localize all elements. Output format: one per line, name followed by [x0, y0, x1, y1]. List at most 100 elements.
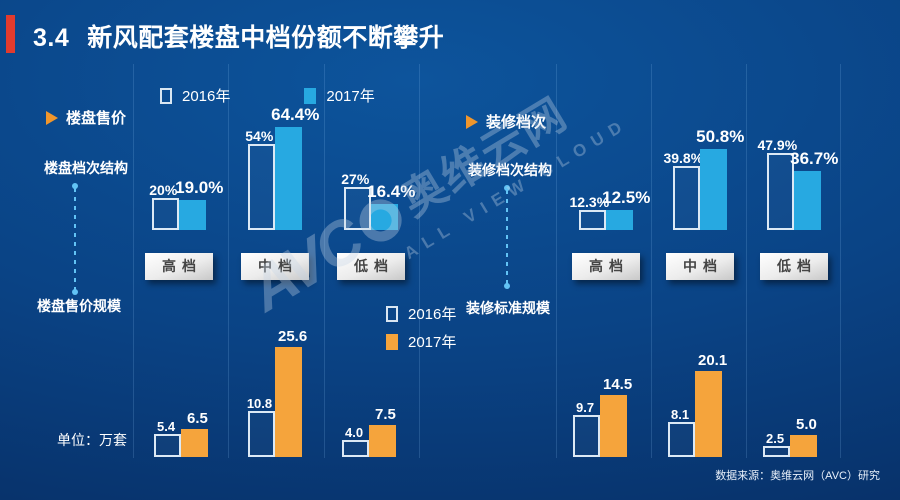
bar-2017年-高档: 14.5 [600, 376, 632, 457]
vertical-gridline [840, 64, 841, 458]
legend-item-2017: 2017年 [386, 331, 456, 352]
dashed-connector-right [504, 185, 510, 289]
bar-group-中档: 39.8% 50.8% [663, 127, 744, 230]
bar-value-label: 8.1 [671, 407, 690, 422]
bar-value-label: 14.5 [602, 376, 633, 393]
legend-swatch-2016-icon [386, 305, 398, 322]
bar-value-label: 12.5% [602, 188, 651, 207]
legend-swatch-2017-icon [304, 87, 317, 104]
bar-2016年-高档: 9.7 [573, 400, 600, 457]
data-source: 数据来源：奥维云网（AVC）研究 [715, 470, 880, 482]
right-top-chart-label: 装修档次结构 [468, 162, 552, 178]
bar-2016年-高档: 5.4 [154, 419, 181, 457]
bar-value-label: 39.8% [663, 150, 704, 166]
triangle-marker-icon [46, 110, 58, 125]
category-box-中档: 中档 [666, 253, 734, 280]
bar-2017年-中档: 50.8% [696, 127, 744, 230]
category-box-中档: 中档 [241, 253, 309, 280]
left-bottom-chart-label: 楼盘售价规模 [37, 298, 121, 314]
legend-bottom: 2016年 2017年 [386, 303, 456, 352]
title-text: 新风配套楼盘中档份额不断攀升 [87, 24, 445, 52]
bar-2017年-低档: 16.4% [367, 182, 415, 230]
bar-2017年-高档: 6.5 [181, 410, 208, 457]
bar-2017年-低档: 7.5 [369, 406, 396, 457]
dashed-connector-left [72, 183, 78, 295]
bar-value-label: 50.8% [696, 127, 745, 146]
bar-2017年-中档: 25.6 [275, 328, 307, 457]
right-bottom-chart-label: 装修标准规模 [466, 300, 550, 316]
bar-2016年-中档: 8.1 [668, 407, 695, 457]
legend-swatch-2016-icon [160, 87, 172, 104]
title-accent-bar [6, 15, 15, 53]
bar-group-低档: 4.0 7.5 [342, 406, 396, 457]
category-box-低档: 低档 [337, 253, 405, 280]
bar-chart-decoration-standard-scale: 9.7 14.5 8.1 20.1 2.5 5.0 [573, 315, 817, 457]
bar-value-label: 5.0 [795, 416, 817, 433]
bar-value-label: 4.0 [345, 425, 364, 440]
bar-group-高档: 9.7 14.5 [573, 376, 632, 457]
bar-2016年-低档: 47.9% [757, 137, 797, 230]
bar-2016年-中档: 54% [245, 128, 275, 230]
legend-swatch-2017-icon [386, 333, 398, 350]
bar-value-label: 36.7% [790, 149, 839, 168]
bar-value-label: 54% [245, 128, 274, 144]
bar-value-label: 12.3% [569, 194, 610, 210]
bar-group-低档: 47.9% 36.7% [757, 137, 838, 230]
legend-item-2017: 2017年 [304, 85, 375, 106]
legend-top: 2016年 2017年 [160, 85, 375, 106]
bar-2017年-高档: 19.0% [175, 178, 223, 230]
bar-group-高档: 5.4 6.5 [154, 410, 208, 457]
bar-group-低档: 2.5 5.0 [763, 416, 817, 457]
bar-2016年-中档: 10.8 [247, 396, 275, 457]
page-title: 3.4 新风配套楼盘中档份额不断攀升 [33, 18, 444, 54]
bar-value-label: 6.5 [186, 410, 208, 427]
bar-group-中档: 8.1 20.1 [668, 352, 727, 457]
vertical-gridline [133, 64, 134, 458]
vertical-gridline [324, 64, 325, 458]
section-header-left-label: 楼盘售价 [66, 110, 127, 127]
category-box-高档: 高档 [572, 253, 640, 280]
vertical-gridline [228, 64, 229, 458]
legend-label-2016: 2016年 [408, 306, 457, 323]
unit-label: 单位：万套 [57, 432, 127, 448]
left-top-chart-label: 楼盘档次结构 [44, 160, 128, 176]
section-header-left: 楼盘售价 [46, 107, 126, 128]
bar-group-高档: 12.3% 12.5% [569, 188, 650, 230]
bar-chart-building-grade-structure: 20% 19.0% 54% 64.4% 27% 16.4% [149, 54, 415, 230]
bar-group-低档: 27% 16.4% [341, 171, 415, 230]
bar-value-label: 10.8 [246, 396, 273, 411]
bar-2016年-高档: 12.3% [569, 194, 609, 230]
bar-group-高档: 20% 19.0% [149, 178, 223, 230]
bar-2016年-中档: 39.8% [663, 150, 703, 230]
vertical-gridline [651, 64, 652, 458]
bar-2016年-低档: 4.0 [342, 425, 369, 457]
vertical-gridline [556, 64, 557, 458]
category-box-高档: 高档 [145, 253, 213, 280]
title-number: 3.4 [33, 24, 70, 52]
bar-group-中档: 10.8 25.6 [247, 328, 307, 457]
bar-value-label: 64.4% [271, 105, 320, 124]
section-header-right-label: 装修档次 [486, 114, 547, 131]
bar-chart-decoration-grade-structure: 12.3% 12.5% 39.8% 50.8% 47.9% 36.7% [569, 54, 838, 230]
bar-2017年-低档: 36.7% [790, 149, 838, 230]
bar-value-label: 5.4 [157, 419, 176, 434]
bar-value-label: 47.9% [757, 137, 798, 153]
legend-label-2017: 2017年 [408, 334, 457, 351]
bar-value-label: 20% [149, 182, 178, 198]
triangle-marker-icon [466, 114, 478, 129]
legend-item-2016: 2016年 [160, 85, 230, 106]
bar-value-label: 25.6 [277, 328, 308, 345]
bar-2017年-低档: 5.0 [790, 416, 817, 457]
section-header-right: 装修档次 [466, 111, 546, 132]
legend-label-2017: 2017年 [326, 88, 375, 105]
bar-value-label: 20.1 [697, 352, 728, 369]
bar-value-label: 9.7 [576, 400, 595, 415]
bar-2016年-低档: 27% [341, 171, 371, 230]
category-box-低档: 低档 [760, 253, 828, 280]
bar-2016年-高档: 20% [149, 182, 179, 230]
legend-label-2016: 2016年 [182, 88, 231, 105]
bar-chart-building-price-scale: 5.4 6.5 10.8 25.6 4.0 7.5 [154, 315, 396, 457]
bar-value-label: 19.0% [175, 178, 224, 197]
bar-2017年-中档: 64.4% [271, 105, 319, 230]
